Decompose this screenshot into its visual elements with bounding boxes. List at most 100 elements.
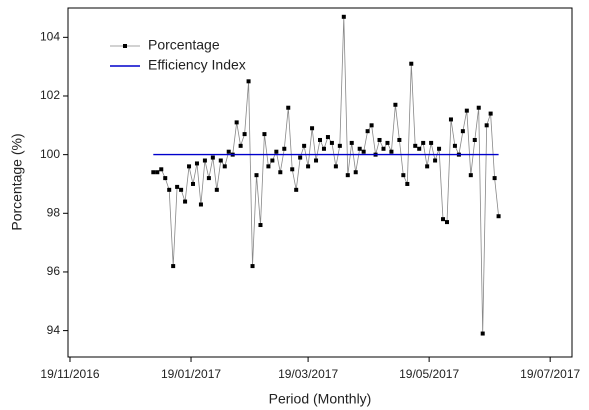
y-tick-label: 104 (40, 29, 60, 43)
data-point (492, 176, 497, 181)
data-point (282, 146, 287, 151)
y-axis-title: Porcentage (%) (9, 133, 25, 230)
legend-label: Efficiency Index (148, 57, 246, 73)
data-point (314, 158, 319, 163)
data-point (441, 217, 446, 222)
data-point (480, 331, 485, 336)
x-tick-label: 19/11/2016 (40, 367, 99, 381)
data-point (194, 161, 199, 166)
x-axis-title: Period (Monthly) (269, 391, 372, 407)
data-point (298, 155, 303, 160)
data-point (452, 143, 457, 148)
data-point (488, 111, 493, 116)
data-point (302, 143, 307, 148)
data-point (321, 146, 326, 151)
data-point (341, 14, 346, 19)
data-point (198, 202, 203, 207)
data-point (333, 164, 338, 169)
data-point (437, 146, 442, 151)
data-point (159, 167, 164, 172)
data-point (163, 176, 168, 181)
data-point (179, 187, 184, 192)
data-point (310, 126, 315, 131)
data-point (167, 187, 172, 192)
legend-marker (123, 44, 127, 48)
data-point (472, 137, 477, 142)
data-point (393, 102, 398, 107)
y-tick-label: 96 (47, 264, 61, 278)
data-point (385, 140, 390, 145)
data-point (210, 155, 215, 160)
data-point (369, 123, 374, 128)
data-point (429, 140, 434, 145)
data-point (417, 146, 422, 151)
data-point (357, 146, 362, 151)
x-tick-label: 19/01/2017 (161, 367, 221, 381)
data-point (274, 149, 279, 154)
data-point (246, 79, 251, 84)
y-tick-label: 98 (47, 205, 61, 219)
data-point (353, 170, 358, 175)
data-point (218, 158, 223, 163)
series-line (153, 16, 499, 334)
data-point (242, 132, 247, 137)
data-point (425, 164, 430, 169)
data-point (151, 170, 156, 175)
data-point (206, 176, 211, 181)
y-tick-label: 94 (47, 323, 61, 337)
x-tick-label: 19/07/2017 (520, 367, 580, 381)
data-point (405, 181, 410, 186)
data-point (226, 149, 231, 154)
data-point (250, 264, 255, 269)
data-point (254, 173, 259, 178)
data-point (460, 129, 465, 134)
data-point (266, 164, 271, 169)
data-point (222, 164, 227, 169)
data-point (337, 143, 342, 148)
y-tick-label: 100 (40, 147, 60, 161)
data-point (377, 137, 382, 142)
data-point (444, 220, 449, 225)
legend-label: Porcentage (148, 37, 220, 53)
data-point (187, 164, 192, 169)
data-point (175, 184, 180, 189)
data-point (389, 149, 394, 154)
data-point (278, 170, 283, 175)
data-point (401, 173, 406, 178)
data-point (381, 146, 386, 151)
data-point (262, 132, 267, 137)
data-point (468, 173, 473, 178)
data-point (155, 170, 160, 175)
data-point (325, 135, 330, 140)
data-point (361, 149, 366, 154)
data-point (413, 143, 418, 148)
data-point (294, 187, 299, 192)
data-point (202, 158, 207, 163)
data-point (238, 143, 243, 148)
data-point (270, 158, 275, 163)
data-point (365, 129, 370, 134)
data-point (306, 164, 311, 169)
data-point (345, 173, 350, 178)
data-point (397, 137, 402, 142)
data-point (171, 264, 176, 269)
data-point (258, 223, 263, 228)
data-point (183, 199, 188, 204)
data-point (433, 158, 438, 163)
data-point (214, 187, 219, 192)
data-point (349, 140, 354, 145)
x-tick-label: 19/03/2017 (278, 367, 338, 381)
data-point (409, 61, 414, 66)
data-point (329, 140, 334, 145)
data-point (286, 105, 291, 110)
data-point (234, 120, 239, 125)
data-point (464, 108, 469, 113)
data-point (318, 137, 322, 142)
data-point (484, 123, 489, 128)
data-point (448, 117, 453, 122)
x-tick-label: 19/05/2017 (399, 367, 459, 381)
data-point (476, 105, 481, 110)
y-tick-label: 102 (40, 88, 60, 102)
data-point (496, 214, 501, 219)
